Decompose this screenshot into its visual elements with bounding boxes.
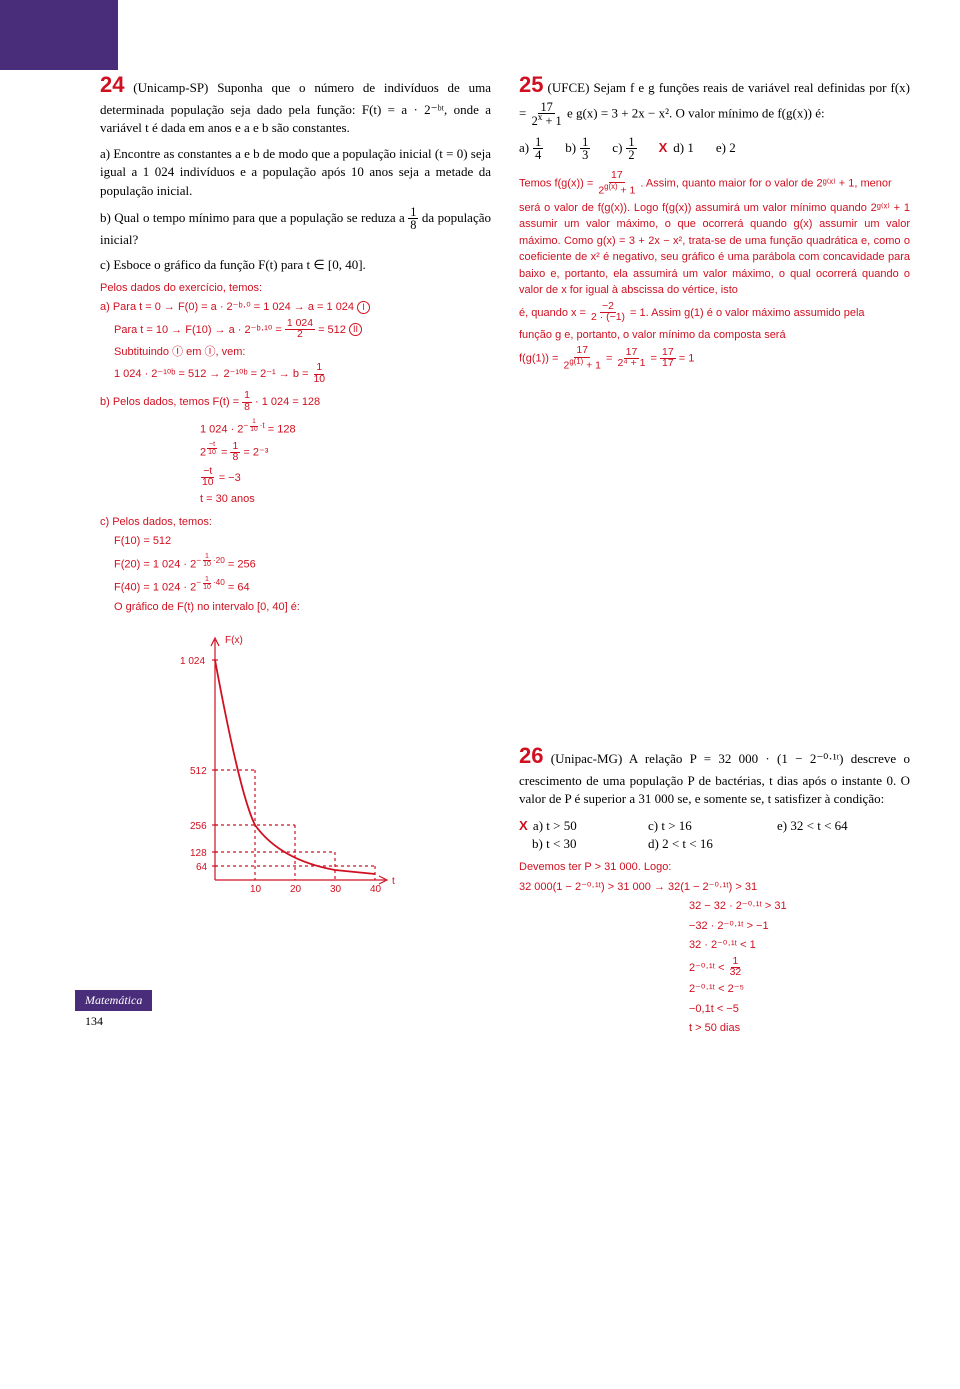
correct-mark-icon: X [519, 818, 528, 833]
q25-opt-e: e) 2 [716, 139, 736, 157]
header-bar [0, 0, 118, 70]
svg-text:20: 20 [290, 884, 302, 895]
q24-number: 24 [100, 72, 124, 97]
q25-solution: Temos f(g(x)) = 172g(x) + 1 . Assim, qua… [519, 171, 910, 371]
q26-opt-e: e) 32 < t < 64 [777, 817, 910, 835]
q26-opt-c: c) t > 16 [648, 817, 777, 835]
q24-part-c: c) Esboce o gráfico da função F(t) para … [100, 256, 491, 274]
q26-number: 26 [519, 743, 543, 768]
q26-opt-d: d) 2 < t < 16 [648, 835, 777, 853]
graph-y-label: F(x) [225, 635, 243, 646]
footer-badge: Matemática 134 [75, 990, 152, 1030]
svg-text:128: 128 [190, 848, 207, 859]
q26-opt-a: X a) t > 50 [519, 817, 648, 835]
footer-subject: Matemática [75, 990, 152, 1011]
left-column: 24 (Unicamp-SP) Suponha que o número de … [100, 70, 491, 1040]
q24-graph: F(x) 1 024 512 256 128 64 10 20 30 40 t [170, 630, 491, 916]
svg-text:64: 64 [196, 862, 208, 873]
q26-opt-b: b) t < 30 [519, 835, 648, 853]
q25-opt-c: c) 12 [612, 136, 636, 162]
q26-options: X a) t > 50 c) t > 16 e) 32 < t < 64 b) … [519, 817, 910, 853]
svg-text:1 024: 1 024 [180, 656, 205, 667]
q25-number: 25 [519, 72, 543, 97]
svg-text:256: 256 [190, 821, 207, 832]
q26-solution: Devemos ter P > 31 000. Logo: 32 000(1 −… [519, 859, 910, 1037]
q25-opt-d: Xd) 1 [659, 139, 694, 157]
svg-text:40: 40 [370, 884, 382, 895]
svg-text:30: 30 [330, 884, 342, 895]
right-column: 25 (UFCE) Sejam f e g funções reais de v… [519, 70, 910, 1040]
question-24: 24 (Unicamp-SP) Suponha que o número de … [100, 70, 491, 916]
question-26: 26 (Unipac-MG) A relação P = 32 000 · (1… [519, 741, 910, 1036]
q26-source: (Unipac-MG) [551, 751, 622, 766]
q25-options: a) 14 b) 13 c) 12 Xd) 1 e) 2 [519, 136, 910, 162]
footer-page-number: 134 [75, 1013, 152, 1030]
correct-mark-icon: X [659, 139, 668, 157]
question-25: 25 (UFCE) Sejam f e g funções reais de v… [519, 70, 910, 371]
graph-x-label: t [392, 876, 395, 887]
q24-solution: Pelos dados do exercício, temos: a) Para… [100, 280, 491, 916]
svg-text:512: 512 [190, 766, 207, 777]
q25-source: (UFCE) [548, 80, 590, 95]
q25-opt-a: a) 14 [519, 136, 543, 162]
svg-text:10: 10 [250, 884, 262, 895]
q24-source: (Unicamp-SP) [133, 80, 208, 95]
q24-part-a: a) Encontre as constantes a e b de modo … [100, 145, 491, 200]
q24-part-b: b) Qual o tempo mínimo para que a popula… [100, 206, 491, 250]
page-content: 24 (Unicamp-SP) Suponha que o número de … [0, 0, 960, 1060]
q25-opt-b: b) 13 [565, 136, 590, 162]
